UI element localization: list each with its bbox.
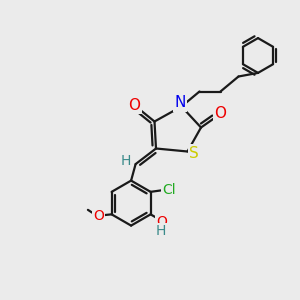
Text: O: O [93,209,104,223]
Text: H: H [121,154,131,168]
Text: Cl: Cl [162,183,176,197]
Text: O: O [128,98,140,113]
Text: O: O [157,215,167,229]
Text: O: O [214,106,226,121]
Text: H: H [156,224,166,239]
Text: N: N [174,95,186,110]
Text: S: S [189,146,199,160]
